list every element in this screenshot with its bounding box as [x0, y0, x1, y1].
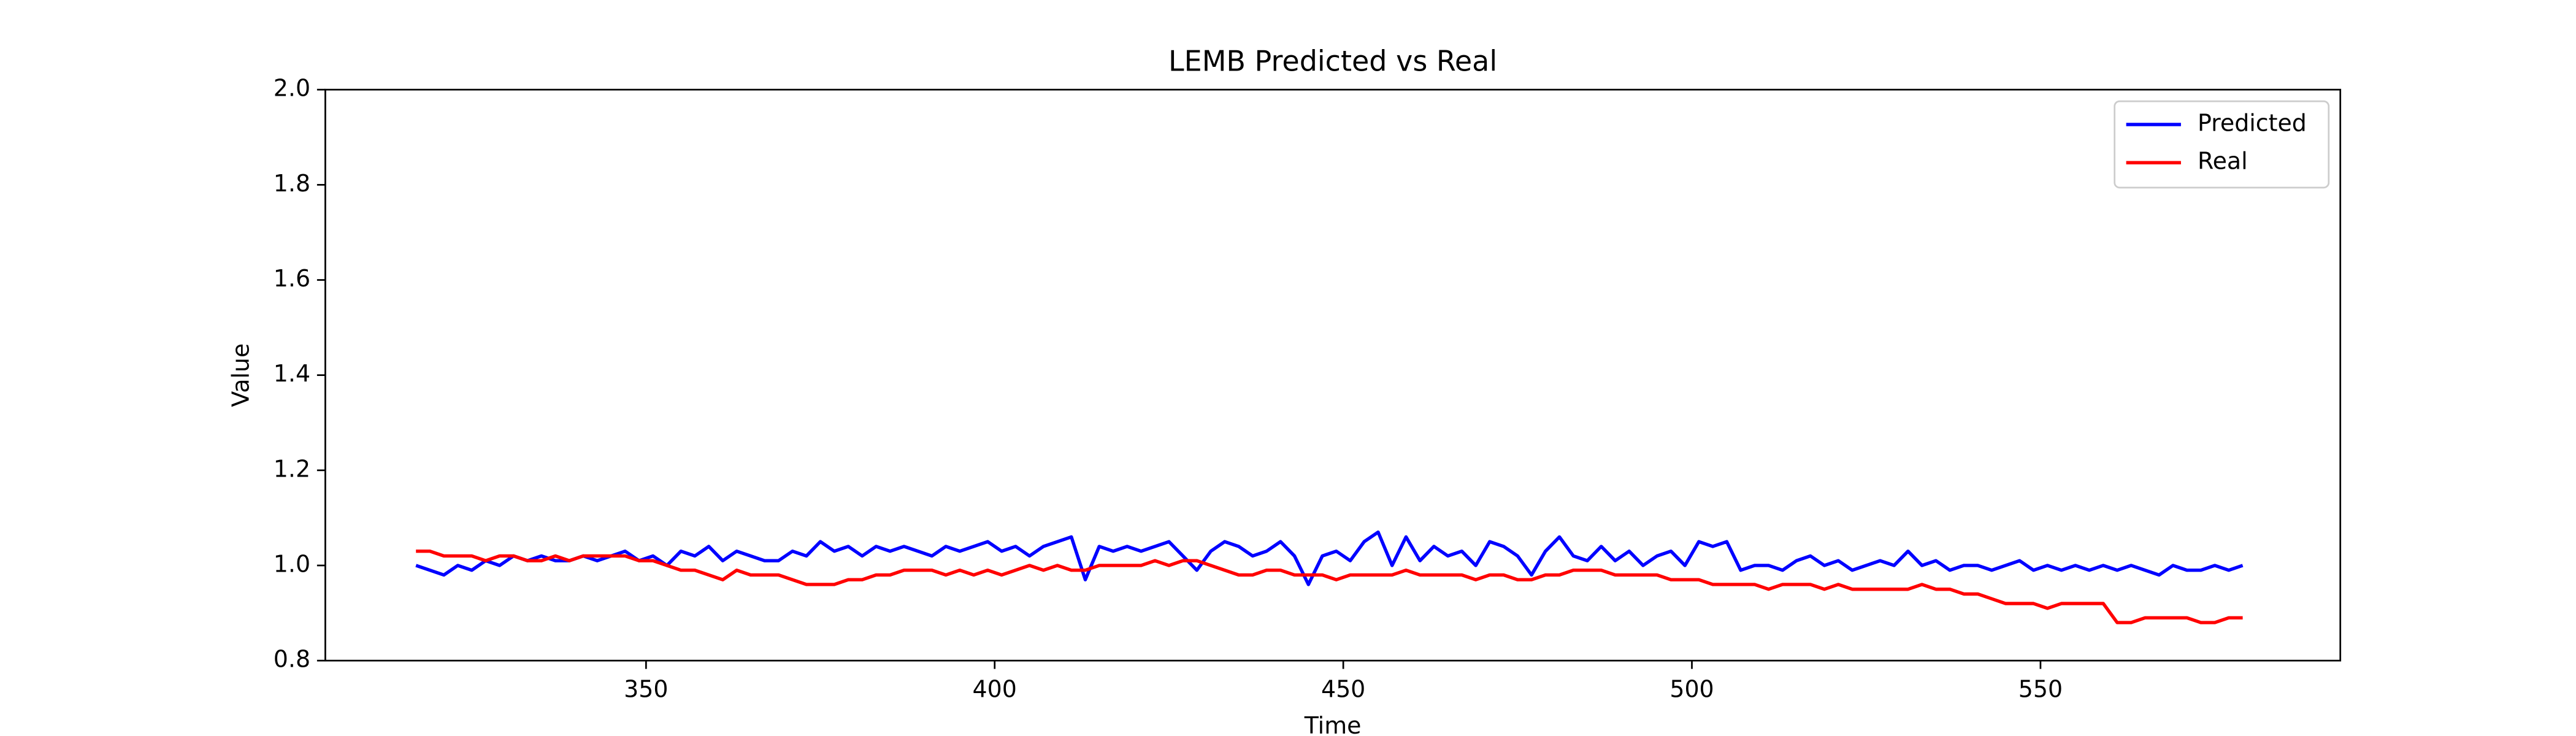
y-tick-label: 1.0 — [274, 550, 310, 577]
y-tick-label: 2.0 — [274, 75, 310, 102]
y-tick-label: 0.8 — [274, 646, 310, 673]
legend-label: Predicted — [2198, 110, 2307, 137]
y-axis-label: Value — [228, 343, 255, 407]
plot-frame — [324, 88, 2342, 662]
x-tick-label: 550 — [2018, 675, 2063, 702]
series-line — [416, 549, 2243, 624]
y-tick-label: 1.6 — [274, 265, 310, 292]
series-line — [415, 530, 2244, 586]
x-axis-label: Time — [1304, 712, 1362, 736]
legend-label: Real — [2198, 148, 2248, 175]
y-tick-label: 1.2 — [274, 455, 310, 482]
y-tick-label: 1.4 — [274, 360, 310, 387]
x-tick-label: 400 — [973, 675, 1017, 702]
x-tick-label: 500 — [1669, 675, 1714, 702]
x-tick-label: 350 — [624, 675, 668, 702]
y-tick-label: 1.8 — [274, 170, 310, 197]
x-tick-label: 450 — [1321, 675, 1365, 702]
chart-title: LEMB Predicted vs Real — [1168, 44, 1497, 77]
